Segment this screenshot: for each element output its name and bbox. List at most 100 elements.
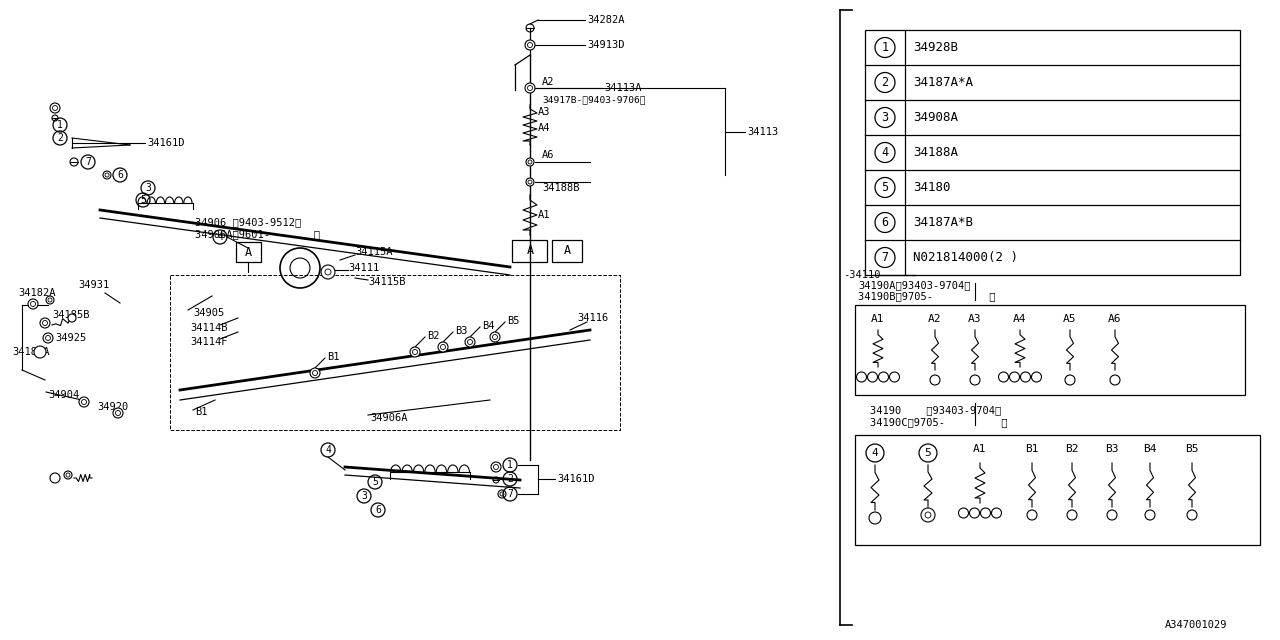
Text: 34931: 34931 <box>78 280 109 290</box>
Text: B1: B1 <box>326 352 339 362</box>
Circle shape <box>1187 510 1197 520</box>
Circle shape <box>438 342 448 352</box>
Text: A5: A5 <box>1064 314 1076 324</box>
Text: 34187A*A: 34187A*A <box>913 76 973 89</box>
Text: 34115A: 34115A <box>355 247 393 257</box>
Circle shape <box>113 408 123 418</box>
Text: 34190    〉93403-9704〉: 34190 〉93403-9704〉 <box>870 405 1001 415</box>
Circle shape <box>525 40 535 50</box>
Circle shape <box>931 375 940 385</box>
Text: 34182A: 34182A <box>18 288 55 298</box>
Text: 34114F: 34114F <box>189 337 228 347</box>
Text: A3: A3 <box>968 314 982 324</box>
Text: 34114B: 34114B <box>189 323 228 333</box>
Circle shape <box>959 508 969 518</box>
Text: 34906A〈9601-       〉: 34906A〈9601- 〉 <box>195 229 320 239</box>
Text: 34111: 34111 <box>348 263 379 273</box>
Text: 34161D: 34161D <box>557 474 594 484</box>
Circle shape <box>969 508 979 518</box>
Circle shape <box>525 83 535 93</box>
Text: 34904: 34904 <box>49 390 79 400</box>
Circle shape <box>869 512 881 524</box>
Text: A4: A4 <box>538 123 550 133</box>
Bar <box>512 240 547 262</box>
Text: B5: B5 <box>507 316 520 326</box>
Text: 2: 2 <box>58 133 63 143</box>
Text: 5: 5 <box>924 448 932 458</box>
Circle shape <box>1146 510 1155 520</box>
Circle shape <box>50 473 60 483</box>
Circle shape <box>878 372 888 382</box>
Text: 34925: 34925 <box>55 333 86 343</box>
Text: A2: A2 <box>928 314 942 324</box>
Text: 34115B: 34115B <box>369 277 406 287</box>
Circle shape <box>1020 372 1030 382</box>
Text: 34184A: 34184A <box>12 347 50 357</box>
Circle shape <box>465 337 475 347</box>
Circle shape <box>410 347 420 357</box>
Text: A: A <box>563 244 571 257</box>
Circle shape <box>970 375 980 385</box>
Bar <box>855 305 1245 395</box>
Text: 34190B〉9705-         〉: 34190B〉9705- 〉 <box>858 291 996 301</box>
Text: 34180: 34180 <box>913 181 951 194</box>
Circle shape <box>79 397 90 407</box>
Text: A2: A2 <box>541 77 554 87</box>
Text: 34913D: 34913D <box>588 40 625 50</box>
Bar <box>236 242 261 262</box>
Text: 34185B: 34185B <box>52 310 90 320</box>
Text: A6: A6 <box>541 150 554 160</box>
Text: 34113: 34113 <box>748 127 778 137</box>
Circle shape <box>1027 510 1037 520</box>
Circle shape <box>498 490 506 498</box>
Circle shape <box>980 508 991 518</box>
Circle shape <box>28 299 38 309</box>
Text: 5: 5 <box>372 477 378 487</box>
Circle shape <box>1068 510 1076 520</box>
Text: 1: 1 <box>882 41 888 54</box>
Text: 1: 1 <box>58 120 63 130</box>
Circle shape <box>526 24 534 32</box>
Text: B3: B3 <box>454 326 467 336</box>
Text: A1: A1 <box>872 314 884 324</box>
Circle shape <box>35 346 46 358</box>
Text: 34917B-〈9403-9706〉: 34917B-〈9403-9706〉 <box>541 95 645 104</box>
Text: 34908A: 34908A <box>913 111 957 124</box>
Circle shape <box>490 332 500 342</box>
Circle shape <box>856 372 867 382</box>
Circle shape <box>868 372 878 382</box>
Circle shape <box>998 372 1009 382</box>
Text: A4: A4 <box>1014 314 1027 324</box>
Circle shape <box>492 462 500 472</box>
Text: 7: 7 <box>84 157 91 167</box>
Text: A6: A6 <box>1108 314 1121 324</box>
Text: 4: 4 <box>872 448 878 458</box>
Text: 34920: 34920 <box>97 402 128 412</box>
Text: 2: 2 <box>882 76 888 89</box>
Circle shape <box>526 178 534 186</box>
Text: N021814000(2 ): N021814000(2 ) <box>913 251 1018 264</box>
Text: 34190A〉93403-9704〉: 34190A〉93403-9704〉 <box>858 280 970 290</box>
Text: A1: A1 <box>538 210 550 220</box>
Circle shape <box>50 103 60 113</box>
Text: 1: 1 <box>507 460 513 470</box>
Circle shape <box>310 368 320 378</box>
Text: 34905: 34905 <box>193 308 224 318</box>
Text: 5: 5 <box>140 195 146 205</box>
Circle shape <box>44 333 52 343</box>
Text: 3: 3 <box>361 491 367 501</box>
Circle shape <box>46 296 54 304</box>
Circle shape <box>1110 375 1120 385</box>
Text: 34161D: 34161D <box>147 138 184 148</box>
Circle shape <box>493 477 499 483</box>
Text: B4: B4 <box>483 321 494 331</box>
Text: 7: 7 <box>882 251 888 264</box>
Text: 3: 3 <box>882 111 888 124</box>
Text: 34113A: 34113A <box>604 83 641 93</box>
Text: -34110: -34110 <box>844 270 881 280</box>
Circle shape <box>52 115 58 121</box>
Text: 34190C〉9705-         〉: 34190C〉9705- 〉 <box>870 417 1007 427</box>
Bar <box>865 30 1240 275</box>
Circle shape <box>922 508 934 522</box>
Text: 34188B: 34188B <box>541 183 580 193</box>
